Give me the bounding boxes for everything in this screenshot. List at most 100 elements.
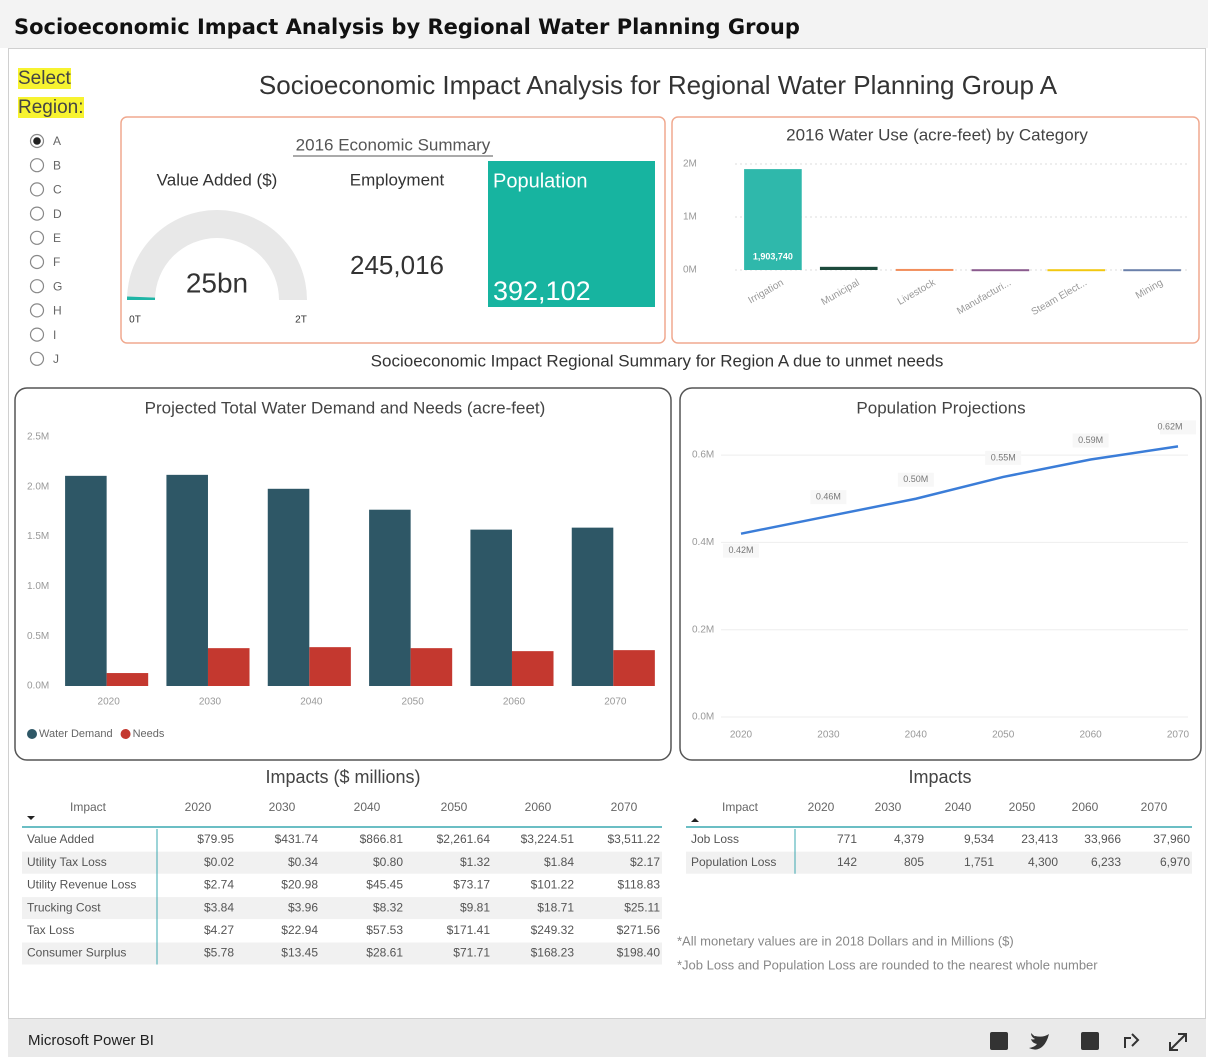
bar [511, 651, 554, 686]
data-label-bg [1072, 433, 1109, 448]
cell: $168.23 [531, 946, 575, 960]
water-use-card [671, 116, 1200, 344]
bar [1123, 269, 1181, 272]
cell: $431.74 [275, 832, 319, 846]
x-tick-label: Irrigation [747, 277, 786, 306]
cell: $2.74 [204, 878, 234, 892]
cell: $0.34 [288, 855, 318, 869]
chart-title: Projected Total Water Demand and Needs (… [145, 398, 546, 417]
data-label: 1,903,740 [753, 251, 793, 261]
cell: $271.56 [617, 923, 661, 937]
cell: $1.84 [544, 855, 574, 869]
legend-label: Needs [133, 728, 165, 740]
data-label-bg [985, 450, 1022, 465]
footnote: *All monetary values are in 2018 Dollars… [677, 933, 1014, 948]
y-tick-label: 1.5M [27, 531, 49, 542]
radio-button[interactable] [29, 303, 45, 318]
fullscreen-icon[interactable] [1169, 1033, 1187, 1051]
data-label-bg [723, 543, 759, 558]
x-tick-label: Mining [1134, 277, 1165, 301]
x-tick-label: 2030 [817, 730, 840, 741]
bar [470, 529, 512, 686]
column-header: 2040 [354, 800, 381, 814]
bar [106, 673, 149, 686]
y-tick-label: 0.0M [27, 681, 49, 692]
population-value: 392,102 [493, 276, 591, 306]
table-title: Impacts ($ millions) [265, 767, 420, 787]
gauge-value: 25bn [186, 267, 248, 298]
row-band [686, 851, 1192, 874]
radio-label: D [53, 207, 62, 221]
y-tick-label: 2M [683, 159, 697, 170]
cell: $13.45 [281, 946, 318, 960]
radio-button[interactable] [29, 279, 45, 294]
bar [166, 474, 208, 686]
bar [65, 475, 107, 686]
linkedin-icon[interactable] [990, 1032, 1008, 1050]
y-tick-label: 2.0M [27, 481, 49, 492]
radio-button[interactable] [29, 351, 45, 366]
cell: $3,224.51 [521, 832, 575, 846]
page-title: Socioeconomic Impact Analysis for Region… [259, 70, 1058, 100]
cell: 142 [837, 855, 857, 869]
report-frame [8, 48, 1206, 1019]
column-header: 2060 [1072, 800, 1099, 814]
bar [369, 509, 411, 686]
row-band [22, 851, 662, 874]
data-label: 0.59M [1078, 435, 1103, 445]
cell: 4,300 [1028, 855, 1058, 869]
share-icon[interactable] [1124, 1033, 1140, 1048]
y-tick-label: 0.6M [692, 450, 714, 461]
header-bar [0, 0, 1208, 48]
radio-button[interactable] [29, 230, 45, 245]
y-tick-label: 2.5M [27, 432, 49, 443]
cell: $25.11 [624, 900, 660, 914]
bar [613, 650, 655, 686]
column-header: 2060 [525, 800, 552, 814]
row-label: Value Added [27, 832, 94, 846]
x-tick-label: 2050 [402, 697, 425, 708]
radio-button[interactable] [29, 327, 45, 342]
y-tick-label: 0.5M [27, 631, 49, 642]
radio-label: A [53, 134, 61, 148]
x-tick-label: 2040 [905, 730, 928, 741]
row-band [22, 942, 662, 965]
share-icons [990, 1032, 1187, 1051]
cell: $249.32 [531, 923, 575, 937]
cell: $3,511.22 [608, 832, 661, 846]
cell: $20.98 [281, 878, 318, 892]
cell: $57.53 [366, 923, 403, 937]
radio-button[interactable] [29, 254, 45, 270]
cell: 805 [904, 855, 924, 869]
radio-label: B [53, 158, 61, 172]
radio-button[interactable] [29, 182, 45, 197]
radio-button[interactable] [29, 158, 45, 173]
x-tick-label: 2030 [199, 697, 222, 708]
gauge-max: 2T [295, 315, 307, 326]
data-label: 0.55M [991, 452, 1016, 462]
gauge-min: 0T [129, 315, 141, 326]
twitter-icon[interactable] [1029, 1033, 1049, 1050]
radio-label: E [53, 231, 61, 245]
radio-dot [33, 137, 41, 145]
summary-title: 2016 Economic Summary [296, 135, 491, 154]
sort-arrow [691, 818, 699, 822]
cell: 4,379 [894, 832, 924, 846]
legend-swatch [120, 729, 131, 739]
cell: 23,413 [1021, 832, 1058, 846]
slicer-label: Select Region: [18, 68, 84, 118]
data-label-bg [897, 472, 934, 487]
facebook-icon[interactable] [1081, 1032, 1099, 1050]
column-header: Impact [70, 800, 107, 814]
cell: $22.94 [281, 923, 318, 937]
bar [309, 647, 351, 686]
cell: $3.96 [288, 900, 318, 914]
row-label: Utility Tax Loss [27, 855, 107, 869]
column-header: 2050 [441, 800, 468, 814]
y-tick-label: 0.2M [692, 624, 714, 635]
column-header: 2030 [269, 800, 296, 814]
radio-button[interactable] [29, 206, 45, 221]
cell: $866.81 [360, 832, 404, 846]
row-label: Consumer Surplus [27, 946, 126, 960]
